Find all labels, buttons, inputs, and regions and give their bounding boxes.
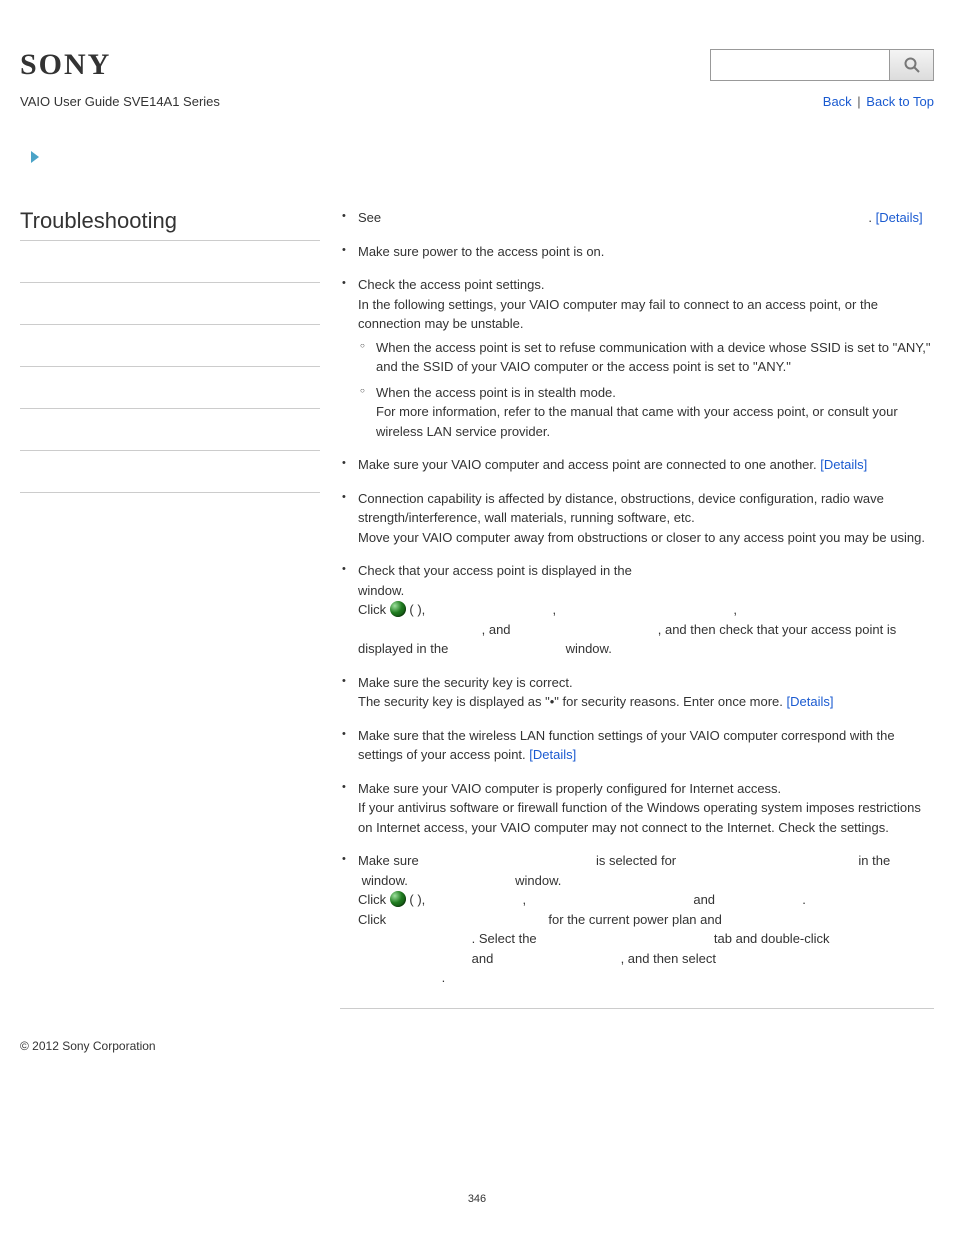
guide-title: VAIO User Guide SVE14A1 Series: [20, 94, 220, 109]
search-icon: [903, 56, 921, 74]
text: Make sure your VAIO computer and access …: [358, 457, 820, 472]
sidebar-item[interactable]: [20, 241, 320, 283]
text: Check that your access point is displaye…: [358, 563, 635, 578]
text: tab and double-click: [714, 931, 830, 946]
search-button[interactable]: [890, 49, 934, 81]
text: ,: [730, 602, 737, 617]
start-orb-icon: [390, 601, 406, 617]
text: Check the access point settings.: [358, 275, 934, 295]
main-content: See . [Details] Make sure power to the a…: [340, 208, 934, 1039]
text: for the current power plan and: [548, 912, 721, 927]
text: Make sure: [358, 853, 422, 868]
text: Connection capability is affected by dis…: [358, 489, 934, 528]
list-item: Make sure your VAIO computer and access …: [340, 455, 934, 475]
start-orb-icon: [390, 891, 406, 907]
search-area: [710, 49, 934, 81]
text: ,: [549, 602, 560, 617]
text: .: [799, 892, 806, 907]
text: If your antivirus software or firewall f…: [358, 798, 934, 837]
text: In the following settings, your VAIO com…: [358, 295, 934, 334]
back-link[interactable]: Back: [823, 94, 852, 109]
sidebar-item[interactable]: [20, 451, 320, 493]
text: in the: [858, 853, 890, 868]
text: window.: [562, 641, 612, 656]
text: Click: [358, 912, 390, 927]
list-item: Check the access point settings. In the …: [340, 275, 934, 441]
text: .: [442, 970, 446, 985]
text: and: [690, 892, 719, 907]
copyright: © 2012 Sony Corporation: [20, 1039, 934, 1053]
sidebar-item[interactable]: [20, 283, 320, 325]
text: and: [472, 951, 497, 966]
back-to-top-link[interactable]: Back to Top: [866, 94, 934, 109]
list-item: See . [Details]: [340, 208, 934, 228]
sidebar-item[interactable]: [20, 367, 320, 409]
details-link[interactable]: [Details]: [876, 210, 923, 225]
list-item: Connection capability is affected by dis…: [340, 489, 934, 548]
details-link[interactable]: [Details]: [820, 457, 867, 472]
text: See: [358, 210, 385, 225]
text: , and then check that your access point …: [358, 622, 896, 657]
search-input[interactable]: [710, 49, 890, 81]
sub-list-item: When the access point is in stealth mode…: [358, 383, 934, 442]
details-link[interactable]: [Details]: [529, 747, 576, 762]
sidebar-item[interactable]: [20, 409, 320, 451]
text: ( ),: [406, 602, 429, 617]
nav-links: Back | Back to Top: [823, 94, 934, 109]
text: Click: [358, 892, 390, 907]
details-link[interactable]: [Details]: [787, 694, 834, 709]
page-number: 346: [20, 1113, 934, 1225]
content-divider: [340, 1008, 934, 1009]
list-item: Make sure the security key is correct. T…: [340, 673, 934, 712]
text: Make sure that the wireless LAN function…: [358, 728, 895, 763]
list-item: Make sure your VAIO computer is properly…: [340, 779, 934, 838]
text: . Select the: [472, 931, 541, 946]
nav-separator: |: [852, 94, 867, 109]
text: is selected for: [596, 853, 680, 868]
list-item: Check that your access point is displaye…: [340, 561, 934, 659]
text: Make sure your VAIO computer is properly…: [358, 779, 934, 799]
text: window.: [358, 583, 404, 598]
text: Move your VAIO computer away from obstru…: [358, 528, 934, 548]
sidebar: Troubleshooting: [20, 208, 340, 1039]
text: Make sure the security key is correct.: [358, 673, 934, 693]
text: The security key is displayed as "•" for…: [358, 694, 787, 709]
text: Click: [358, 602, 390, 617]
list-item: Make sure power to the access point is o…: [340, 242, 934, 262]
text: .: [868, 210, 875, 225]
sidebar-item[interactable]: [20, 325, 320, 367]
text: ( ),: [406, 892, 429, 907]
text: , and: [478, 622, 514, 637]
text: , and then select: [621, 951, 716, 966]
sub-list-item: When the access point is set to refuse c…: [358, 338, 934, 377]
text: window.: [362, 873, 408, 888]
chevron-icon: [28, 149, 934, 168]
list-item: Make sure that the wireless LAN function…: [340, 726, 934, 765]
text: ,: [519, 892, 530, 907]
sidebar-heading: Troubleshooting: [20, 208, 320, 241]
logo: SONY: [20, 48, 111, 82]
list-item: Make sure is selected for in the window.…: [340, 851, 934, 988]
